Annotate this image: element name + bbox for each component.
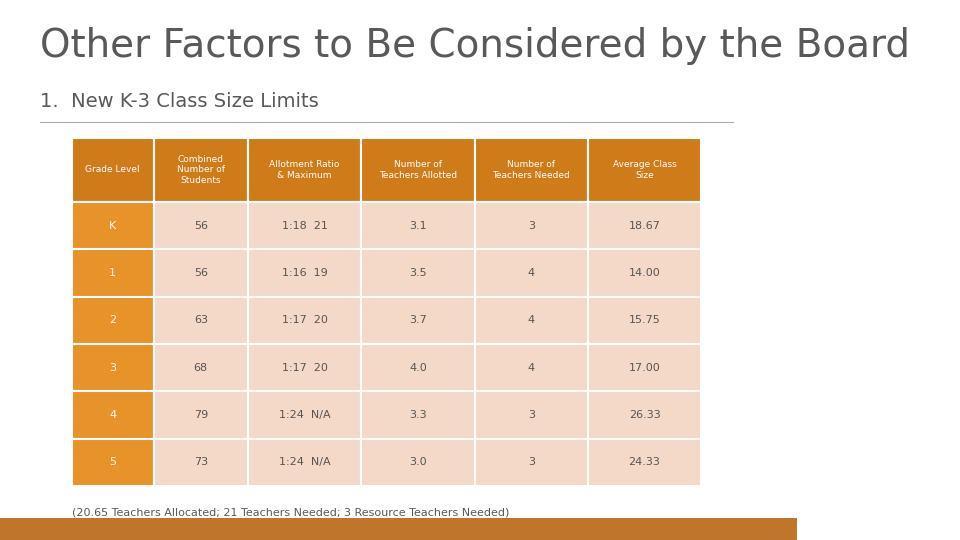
Text: Allotment Ratio
& Maximum: Allotment Ratio & Maximum <box>270 160 340 180</box>
FancyBboxPatch shape <box>154 138 248 202</box>
Text: Average Class
Size: Average Class Size <box>612 160 677 180</box>
Text: 1:17  20: 1:17 20 <box>281 363 327 373</box>
Text: (20.65 Teachers Allocated; 21 Teachers Needed; 3 Resource Teachers Needed): (20.65 Teachers Allocated; 21 Teachers N… <box>72 508 509 518</box>
FancyBboxPatch shape <box>361 138 474 202</box>
FancyBboxPatch shape <box>361 202 474 249</box>
Text: 4: 4 <box>109 410 116 420</box>
Text: 1:24  N/A: 1:24 N/A <box>278 410 330 420</box>
Text: 3.3: 3.3 <box>409 410 427 420</box>
FancyBboxPatch shape <box>474 249 588 297</box>
Text: 4: 4 <box>528 363 535 373</box>
Text: 1:24  N/A: 1:24 N/A <box>278 457 330 467</box>
FancyBboxPatch shape <box>72 138 154 202</box>
Text: 3.1: 3.1 <box>409 221 427 231</box>
FancyBboxPatch shape <box>154 344 248 392</box>
FancyBboxPatch shape <box>248 202 361 249</box>
Text: 1: 1 <box>109 268 116 278</box>
Text: 26.33: 26.33 <box>629 410 660 420</box>
Text: 15.75: 15.75 <box>629 315 660 326</box>
FancyBboxPatch shape <box>588 438 701 486</box>
FancyBboxPatch shape <box>72 249 154 297</box>
Text: 73: 73 <box>194 457 207 467</box>
Text: Grade Level: Grade Level <box>85 165 140 174</box>
Text: 3: 3 <box>109 363 116 373</box>
Text: Number of
Teachers Needed: Number of Teachers Needed <box>492 160 570 180</box>
FancyBboxPatch shape <box>588 202 701 249</box>
Text: 4.0: 4.0 <box>409 363 427 373</box>
FancyBboxPatch shape <box>72 392 154 438</box>
Text: 3: 3 <box>528 457 535 467</box>
FancyBboxPatch shape <box>72 344 154 392</box>
FancyBboxPatch shape <box>588 138 701 202</box>
FancyBboxPatch shape <box>361 344 474 392</box>
FancyBboxPatch shape <box>588 344 701 392</box>
FancyBboxPatch shape <box>154 297 248 344</box>
FancyBboxPatch shape <box>154 249 248 297</box>
FancyBboxPatch shape <box>72 202 154 249</box>
FancyBboxPatch shape <box>154 202 248 249</box>
Text: 1:18  21: 1:18 21 <box>281 221 327 231</box>
Text: 18.67: 18.67 <box>629 221 660 231</box>
Text: 14.00: 14.00 <box>629 268 660 278</box>
Text: 1:17  20: 1:17 20 <box>281 315 327 326</box>
FancyBboxPatch shape <box>361 297 474 344</box>
Text: 56: 56 <box>194 268 207 278</box>
Text: 3.7: 3.7 <box>409 315 427 326</box>
FancyBboxPatch shape <box>361 438 474 486</box>
Text: 3: 3 <box>528 410 535 420</box>
Text: 1.  New K-3 Class Size Limits: 1. New K-3 Class Size Limits <box>40 92 319 111</box>
Text: Combined
Number of
Students: Combined Number of Students <box>177 155 225 185</box>
Text: K: K <box>109 221 116 231</box>
FancyBboxPatch shape <box>0 518 797 540</box>
FancyBboxPatch shape <box>361 249 474 297</box>
FancyBboxPatch shape <box>474 438 588 486</box>
Text: 17.00: 17.00 <box>629 363 660 373</box>
FancyBboxPatch shape <box>248 297 361 344</box>
FancyBboxPatch shape <box>474 138 588 202</box>
Text: 5: 5 <box>109 457 116 467</box>
Text: 1:16  19: 1:16 19 <box>281 268 327 278</box>
FancyBboxPatch shape <box>474 202 588 249</box>
Text: 63: 63 <box>194 315 207 326</box>
Text: 68: 68 <box>194 363 207 373</box>
FancyBboxPatch shape <box>248 392 361 438</box>
Text: 4: 4 <box>528 315 535 326</box>
Text: Number of
Teachers Allotted: Number of Teachers Allotted <box>379 160 457 180</box>
Text: Other Factors to Be Considered by the Board: Other Factors to Be Considered by the Bo… <box>40 27 910 65</box>
FancyBboxPatch shape <box>248 438 361 486</box>
Text: 4: 4 <box>528 268 535 278</box>
FancyBboxPatch shape <box>474 297 588 344</box>
Text: 3: 3 <box>528 221 535 231</box>
FancyBboxPatch shape <box>154 438 248 486</box>
Text: 24.33: 24.33 <box>629 457 660 467</box>
Text: 3.5: 3.5 <box>409 268 427 278</box>
FancyBboxPatch shape <box>474 344 588 392</box>
FancyBboxPatch shape <box>361 392 474 438</box>
FancyBboxPatch shape <box>72 438 154 486</box>
Text: 56: 56 <box>194 221 207 231</box>
Text: 3.0: 3.0 <box>409 457 427 467</box>
FancyBboxPatch shape <box>248 249 361 297</box>
FancyBboxPatch shape <box>154 392 248 438</box>
FancyBboxPatch shape <box>474 392 588 438</box>
FancyBboxPatch shape <box>72 297 154 344</box>
FancyBboxPatch shape <box>588 249 701 297</box>
Text: 2: 2 <box>109 315 116 326</box>
FancyBboxPatch shape <box>248 344 361 392</box>
FancyBboxPatch shape <box>588 297 701 344</box>
FancyBboxPatch shape <box>588 392 701 438</box>
Text: 79: 79 <box>194 410 208 420</box>
FancyBboxPatch shape <box>248 138 361 202</box>
